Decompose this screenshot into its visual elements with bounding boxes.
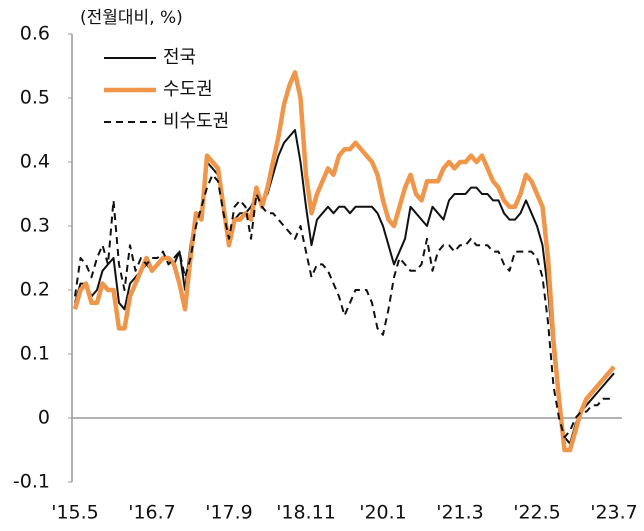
y-axis-label: (전월대비, %)	[80, 8, 183, 28]
series-line	[72, 70, 616, 453]
legend-label: 수도권	[163, 79, 213, 100]
legend-label: 전국	[163, 47, 196, 68]
series-line	[74, 173, 614, 439]
x-tick-label: '22.5	[513, 502, 561, 524]
y-tick-label: 0.1	[20, 343, 50, 365]
y-tick-label: -0.1	[13, 471, 50, 493]
y-tick-label: 0.4	[20, 151, 50, 173]
y-tick-label: 0.2	[20, 279, 50, 301]
y-tick-label: 0.6	[20, 23, 50, 45]
y-tick-label: 0	[38, 407, 50, 429]
legend-label: 비수도권	[163, 111, 229, 132]
x-tick-label: '17.9	[205, 502, 253, 524]
y-tick-label: 0.5	[20, 87, 50, 109]
x-tick-label: '16.7	[128, 502, 176, 524]
x-tick-label: '15.5	[51, 502, 99, 524]
x-tick-label: '20.1	[359, 502, 407, 524]
x-tick-label: '18.11	[276, 502, 336, 524]
x-tick-label: '21.3	[436, 502, 484, 524]
series-line	[74, 129, 615, 445]
y-tick-label: 0.3	[20, 215, 50, 237]
x-tick-label: '23.7	[590, 502, 638, 524]
